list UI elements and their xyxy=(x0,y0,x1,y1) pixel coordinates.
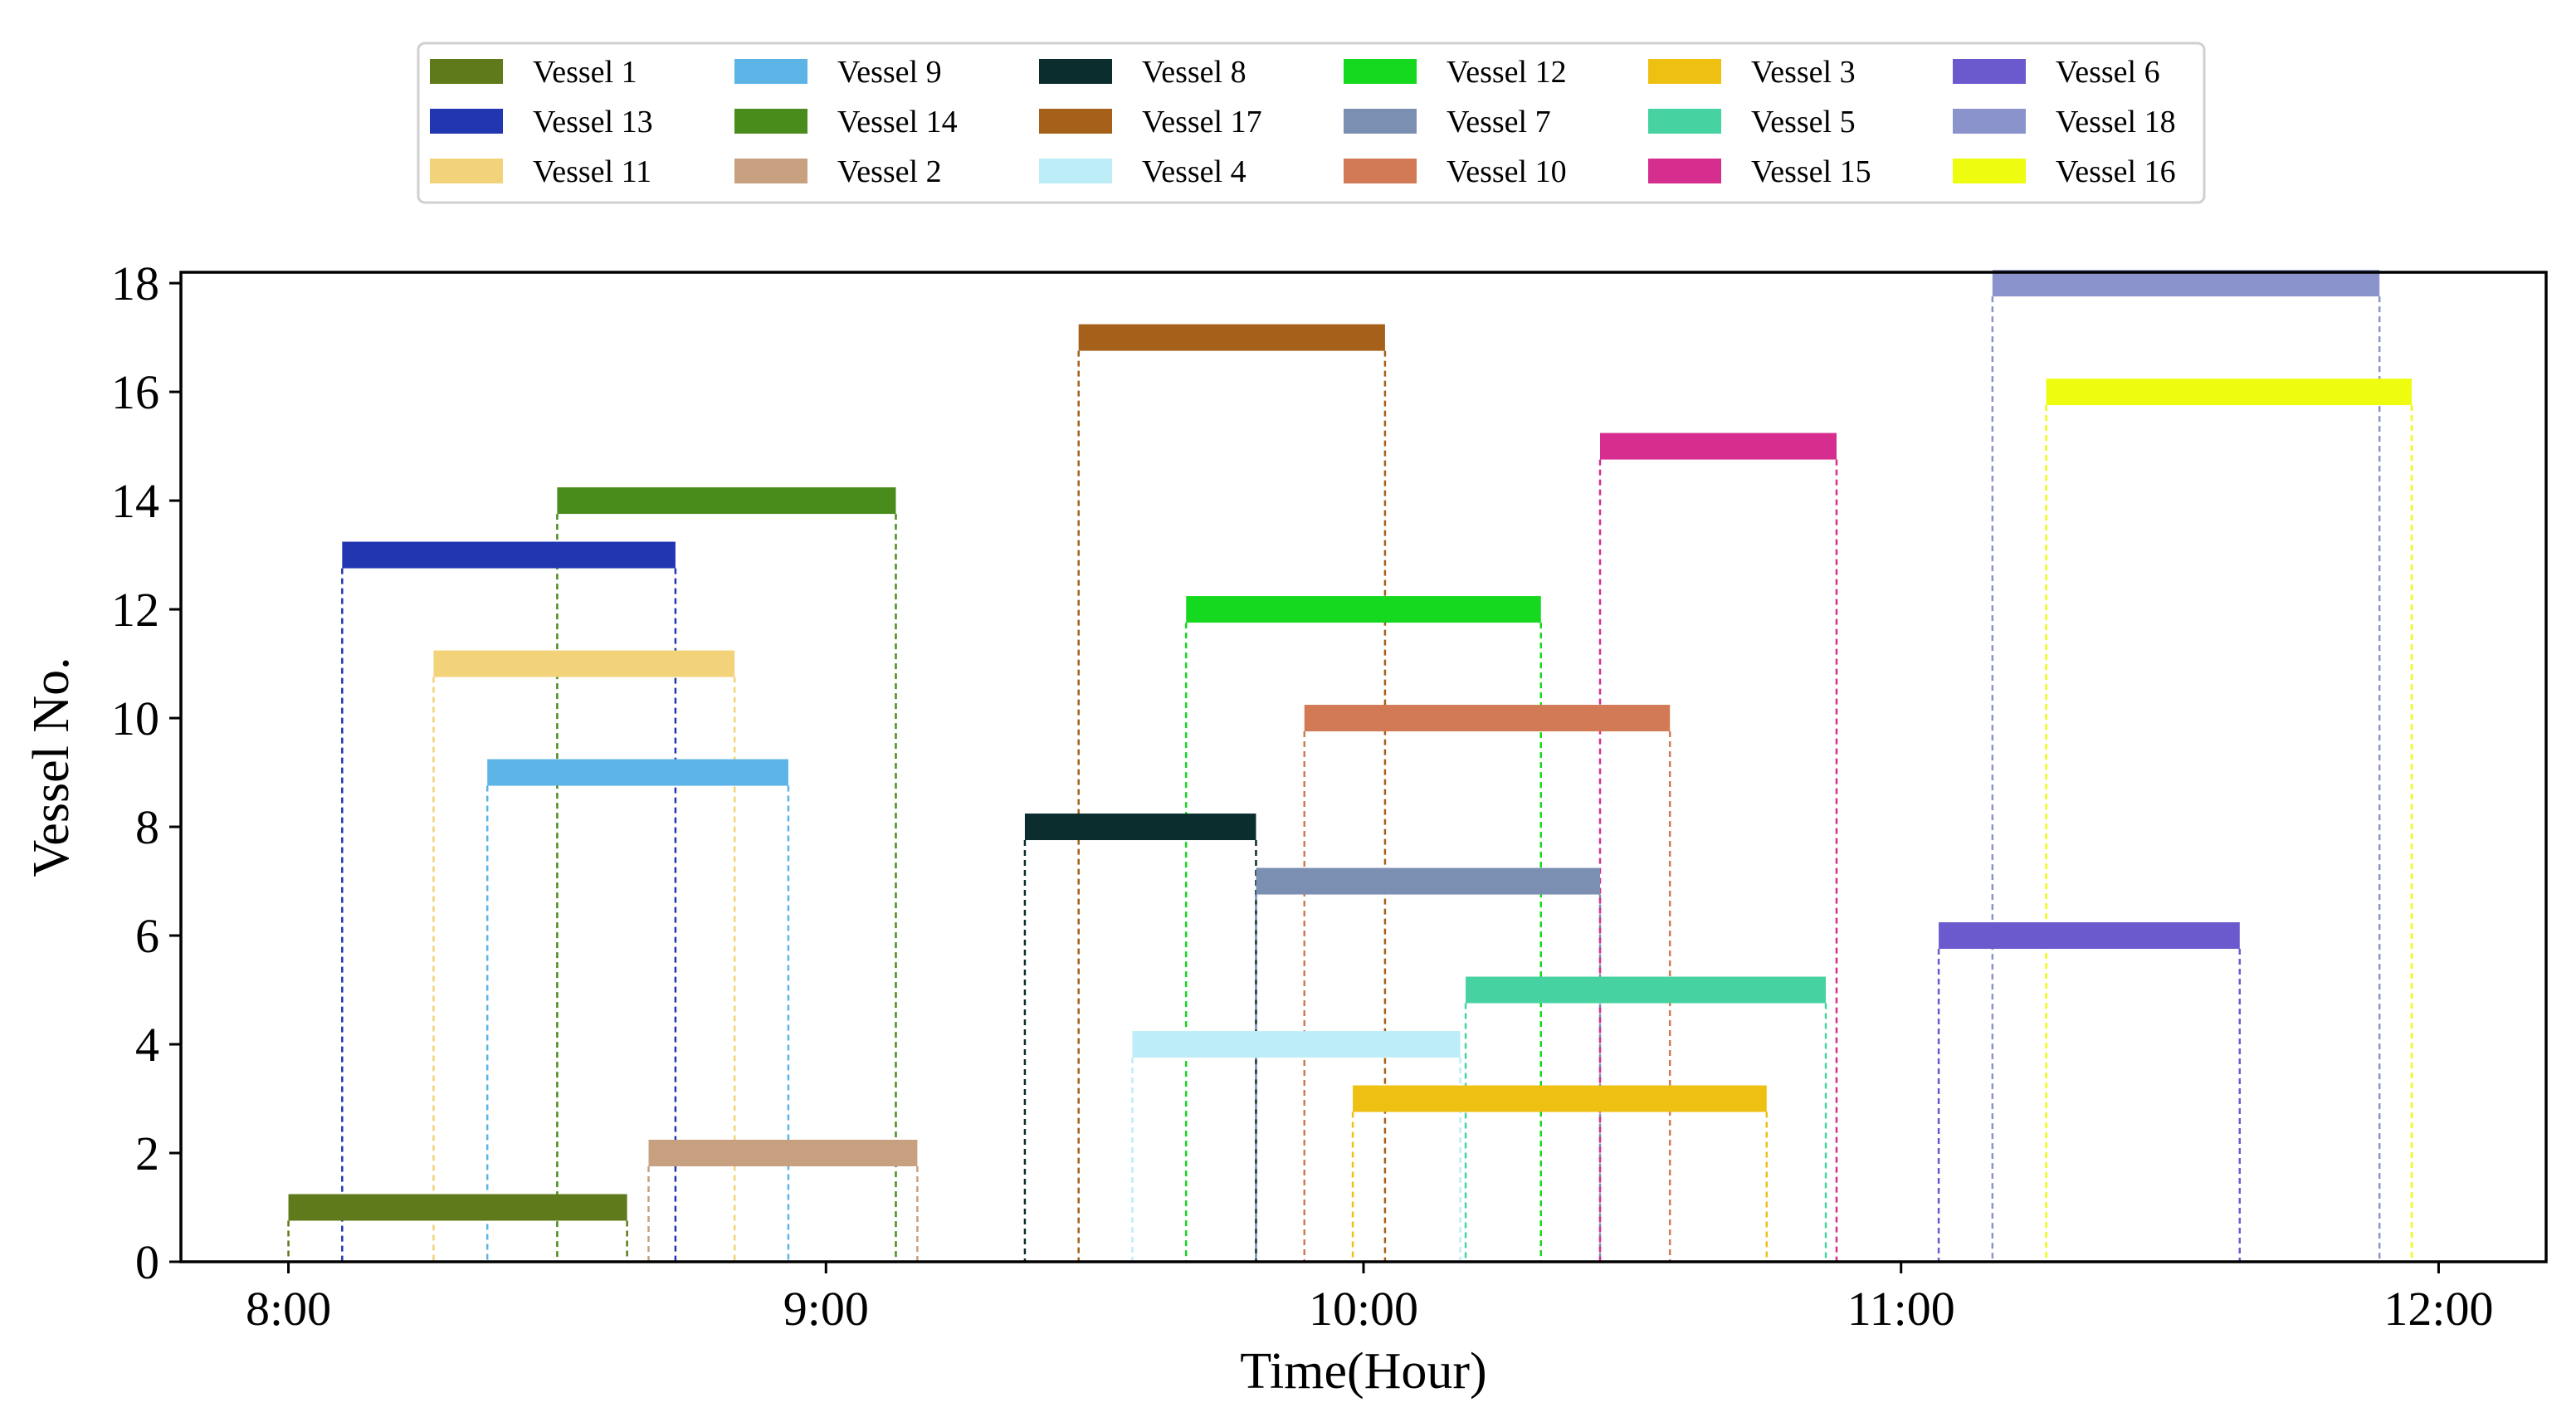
x-tick-label: 10:00 xyxy=(1309,1282,1418,1336)
legend-label: Vessel 16 xyxy=(2056,154,2176,189)
legend-swatch xyxy=(734,159,807,183)
legend-label: Vessel 5 xyxy=(1751,105,1856,139)
legend-item-vessel-13: Vessel 13 xyxy=(430,105,653,139)
legend-item-vessel-10: Vessel 10 xyxy=(1344,154,1567,189)
bar-vessel-2 xyxy=(648,1140,918,1167)
legend-label: Vessel 12 xyxy=(1447,55,1567,90)
y-tick-label: 6 xyxy=(135,909,159,963)
legend-label: Vessel 1 xyxy=(533,55,637,90)
legend-item-vessel-8: Vessel 8 xyxy=(1039,55,1247,90)
bar-vessel-4 xyxy=(1132,1031,1461,1058)
y-tick-label: 18 xyxy=(111,257,159,310)
y-tick-label: 0 xyxy=(135,1235,159,1289)
bar-vessel-9 xyxy=(487,759,788,786)
legend-label: Vessel 17 xyxy=(1142,105,1262,139)
legend-swatch xyxy=(430,59,503,84)
legend-swatch xyxy=(1344,159,1417,183)
bar-vessel-12 xyxy=(1186,596,1541,623)
legend-label: Vessel 13 xyxy=(533,105,653,139)
bar-vessel-6 xyxy=(1939,922,2240,950)
legend-label: Vessel 11 xyxy=(533,154,651,189)
y-tick-label: 12 xyxy=(111,583,159,637)
legend-swatch xyxy=(1039,59,1112,84)
legend-item-vessel-9: Vessel 9 xyxy=(734,55,942,90)
y-tick-label: 4 xyxy=(135,1018,159,1072)
legend-item-vessel-11: Vessel 11 xyxy=(430,154,651,189)
legend-item-vessel-4: Vessel 4 xyxy=(1039,154,1247,189)
legend-swatch xyxy=(430,109,503,134)
legend-item-vessel-5: Vessel 5 xyxy=(1648,105,1856,139)
bar-vessel-17 xyxy=(1078,324,1385,351)
legend-item-vessel-17: Vessel 17 xyxy=(1039,105,1262,139)
legend-item-vessel-3: Vessel 3 xyxy=(1648,55,1856,90)
bar-vessel-14 xyxy=(557,487,896,515)
legend: Vessel 1 Vessel 9 Vessel 8 Vessel 12 Vessel … xyxy=(417,42,2206,204)
legend-frame xyxy=(417,42,2206,204)
y-tick-label: 8 xyxy=(135,800,159,854)
legend-label: Vessel 14 xyxy=(837,105,958,139)
legend-swatch xyxy=(1344,109,1417,134)
plot-area xyxy=(287,270,2413,1262)
x-tick-label: 9:00 xyxy=(783,1282,869,1336)
legend-swatch xyxy=(1039,159,1112,183)
legend-label: Vessel 7 xyxy=(1447,105,1551,139)
bar-vessel-11 xyxy=(433,650,735,677)
legend-swatch xyxy=(734,59,807,84)
legend-swatch xyxy=(1344,59,1417,84)
legend-item-vessel-12: Vessel 12 xyxy=(1344,55,1567,90)
legend-label: Vessel 4 xyxy=(1142,154,1247,189)
bar-vessel-13 xyxy=(342,541,676,569)
legend-item-vessel-15: Vessel 15 xyxy=(1648,154,1871,189)
bar-vessel-8 xyxy=(1024,814,1256,841)
bar-vessel-10 xyxy=(1304,705,1671,732)
y-tick-label: 16 xyxy=(111,365,159,419)
x-tick-label: 11:00 xyxy=(1847,1282,1955,1336)
bar-vessel-18 xyxy=(1992,270,2380,297)
legend-swatch xyxy=(734,109,807,134)
legend-item-vessel-18: Vessel 18 xyxy=(1953,105,2176,139)
x-axis-label: Time(Hour) xyxy=(1240,1343,1486,1400)
legend-item-vessel-2: Vessel 2 xyxy=(734,154,942,189)
legend-label: Vessel 6 xyxy=(2056,55,2160,90)
legend-item-vessel-7: Vessel 7 xyxy=(1344,105,1551,139)
legend-label: Vessel 18 xyxy=(2056,105,2176,139)
legend-item-vessel-16: Vessel 16 xyxy=(1953,154,2176,189)
legend-swatch xyxy=(1648,109,1721,134)
legend-label: Vessel 3 xyxy=(1751,55,1856,90)
y-tick-label: 14 xyxy=(111,474,159,528)
legend-label: Vessel 15 xyxy=(1751,154,1871,189)
bar-vessel-15 xyxy=(1600,432,1837,460)
legend-item-vessel-6: Vessel 6 xyxy=(1953,55,2160,90)
legend-label: Vessel 8 xyxy=(1142,55,1247,90)
bar-vessel-5 xyxy=(1466,976,1827,1004)
legend-swatch xyxy=(1648,159,1721,183)
x-tick-label: 8:00 xyxy=(246,1282,331,1336)
legend-swatch xyxy=(1953,59,2026,84)
legend-swatch xyxy=(430,159,503,183)
legend-swatch xyxy=(1039,109,1112,134)
legend-swatch xyxy=(1648,59,1721,84)
bar-vessel-16 xyxy=(2046,379,2413,406)
legend-label: Vessel 2 xyxy=(837,154,942,189)
legend-swatch xyxy=(1953,159,2026,183)
legend-label: Vessel 10 xyxy=(1447,154,1567,189)
y-tick-label: 2 xyxy=(135,1126,159,1180)
legend-item-vessel-14: Vessel 14 xyxy=(734,105,958,139)
axes: 8:00 9:00 10:00 11:00 12:00 0 2 4 6 8 10 12 14 16 18 xyxy=(111,257,2494,1336)
legend-label: Vessel 9 xyxy=(837,55,942,90)
bar-vessel-1 xyxy=(288,1194,627,1221)
y-tick-label: 10 xyxy=(111,691,159,745)
legend-swatch xyxy=(1953,109,2026,134)
x-tick-label: 12:00 xyxy=(2383,1282,2493,1336)
y-axis-label: Vessel No. xyxy=(23,657,80,877)
bar-vessel-7 xyxy=(1256,867,1600,895)
legend-item-vessel-1: Vessel 1 xyxy=(430,55,637,90)
bar-vessel-3 xyxy=(1353,1085,1767,1112)
